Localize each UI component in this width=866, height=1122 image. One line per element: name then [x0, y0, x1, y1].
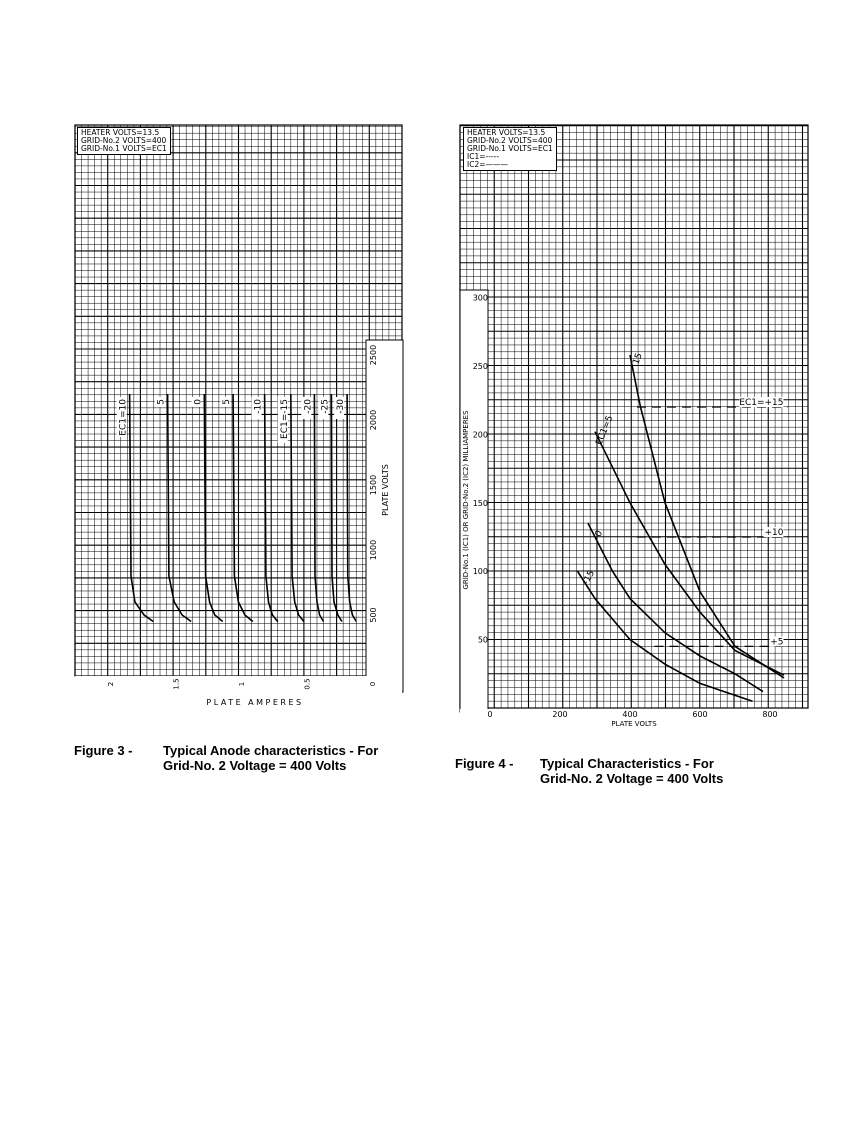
fig4-curve-label: +10: [765, 528, 784, 538]
fig3-ytick-label: 1000: [369, 540, 378, 560]
fig3-curve: [330, 393, 343, 622]
fig3-label-bg: [220, 397, 231, 407]
fig3-ytick-label: 2500: [369, 345, 378, 365]
fig4-label-bg: [763, 527, 784, 537]
fig3-ytick-label: 1500: [369, 475, 378, 495]
fig3-label-bg: [277, 397, 288, 443]
fig3-curve-label: EC1=-15: [280, 399, 290, 439]
fig4-ylabel: GRID-No.1 (IC1) OR GRID-No.2 (IC2) MILLI…: [462, 410, 470, 590]
figure3-caption-line2: Grid-No. 2 Voltage = 400 Volts: [163, 758, 347, 773]
fig3-xtick-label: 2: [107, 682, 115, 686]
fig4-axis-strip: [459, 289, 489, 713]
fig4-xtick-label: 200: [552, 710, 567, 719]
fig3-xtick-label: 1: [238, 682, 246, 686]
fig3-xlabel: PLATE AMPERES: [206, 698, 303, 707]
legend-line: IC2=———: [467, 160, 509, 169]
fig4-ytick-label: 300: [473, 294, 488, 303]
fig3-curve-label: -10: [254, 399, 264, 414]
fig3-curve: [232, 393, 254, 623]
figure3-caption-line1: Typical Anode characteristics - For: [163, 743, 379, 758]
fig3-curve: [313, 393, 325, 622]
fig4-xtick-label: 0: [487, 710, 492, 719]
fig4-xtick-label: 600: [692, 710, 707, 719]
fig4-curve-label: 15: [631, 352, 644, 366]
figure4-legend: HEATER VOLTS=13.5 GRID-No.2 VOLTS=400 GR…: [463, 127, 557, 171]
figure3-number: Figure 3 -: [74, 743, 133, 758]
fig4-ytick-label: 250: [473, 362, 488, 371]
fig4-axis-strip-bottom: [460, 709, 808, 727]
fig4-curve-label: 0: [594, 529, 606, 539]
figure4-number: Figure 4 -: [455, 756, 514, 771]
fig4-ic2-curve: [594, 431, 785, 676]
fig4-ic2-curve: [587, 522, 764, 693]
fig3-xtick-label: 0.5: [304, 678, 312, 689]
fig3-curve-label: -30: [336, 399, 346, 414]
figure4-caption-line1: Typical Characteristics - For: [540, 756, 714, 771]
fig3-curve-label: -25: [320, 399, 330, 414]
fig3-curve-label: EC1=10: [119, 399, 129, 436]
fig4-grid-frame: [459, 124, 809, 709]
fig3-ytick-label: 500: [369, 607, 378, 622]
fig3-xtick-label: 1.5: [173, 678, 181, 689]
fig4-xtick-label: 400: [622, 710, 637, 719]
fig4-xlabel: PLATE VOLTS: [611, 720, 657, 728]
fig3-label-bg: [251, 397, 262, 419]
fig4-label-bg: [769, 636, 784, 647]
fig3-curve: [128, 393, 154, 623]
fig3-curve-label: 5: [157, 399, 167, 405]
fig3-label-bg: [334, 397, 345, 419]
legend-line: GRID-No.2 VOLTS=400: [467, 136, 553, 145]
legend-line: GRID-No.1 VOLTS=EC1: [81, 144, 167, 153]
figure4-caption-line2: Grid-No. 2 Voltage = 400 Volts: [540, 771, 724, 786]
fig3-xtick-label: 0: [369, 682, 377, 686]
fig4-ic2-curve: [629, 354, 785, 679]
fig4-ic2-curve: [576, 570, 753, 702]
legend-line: HEATER VOLTS=13.5: [467, 128, 546, 137]
fig4-ytick-label: 50: [478, 636, 488, 645]
fig4-curve-label: +5: [770, 637, 783, 647]
legend-line: GRID-No.2 VOLTS=400: [81, 136, 167, 145]
figure3-legend: HEATER VOLTS=13.5 GRID-No.2 VOLTS=400 GR…: [77, 127, 171, 155]
fig3-label-bg: [318, 397, 329, 419]
fig4-xtick-label: 800: [762, 710, 777, 719]
fig3-label-bg: [116, 397, 127, 437]
fig3-curve-label: -20: [303, 399, 313, 414]
fig3-curve-label: 5: [222, 399, 232, 405]
fig3-label-bg: [154, 397, 165, 407]
legend-line: IC1=-----: [467, 152, 500, 161]
fig4-ytick-label: 200: [473, 430, 488, 439]
fig3-axis-strip-bottom: [75, 676, 402, 708]
fig3-curve: [290, 393, 305, 623]
legend-line: HEATER VOLTS=13.5: [81, 128, 160, 137]
fig3-label-bg: [191, 397, 202, 407]
fig3-label-bg: [301, 397, 312, 419]
fig3-ytick-label: 2000: [369, 410, 378, 430]
fig4-label-bg: [739, 397, 784, 408]
fig4-ytick-label: 150: [473, 499, 488, 508]
fig4-ytick-label: 100: [473, 567, 488, 576]
fig3-curve: [263, 393, 279, 623]
fig3-curve: [346, 393, 357, 622]
fig3-curve: [203, 393, 224, 623]
legend-line: GRID-No.1 VOLTS=EC1: [467, 144, 553, 153]
fig3-ylabel: PLATE VOLTS: [381, 464, 390, 516]
fig3-curve: [166, 393, 192, 623]
fig4-curve-label: EC1=+15: [739, 398, 783, 408]
fig3-curve-label: 0: [193, 399, 203, 405]
